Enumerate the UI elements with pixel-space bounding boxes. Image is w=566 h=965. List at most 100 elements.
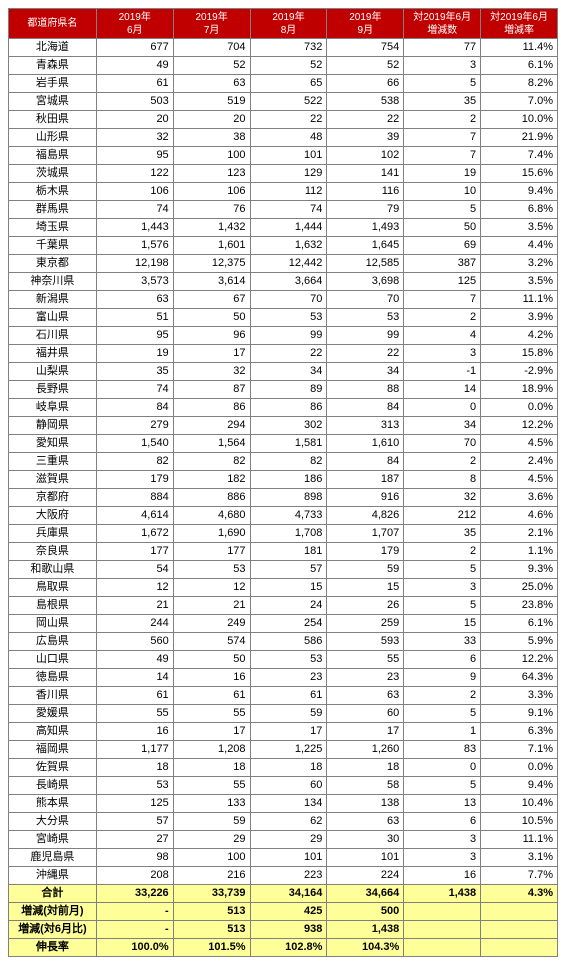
cell: 3.9% bbox=[481, 309, 558, 327]
cell: 3,664 bbox=[250, 273, 327, 291]
cell: 1 bbox=[404, 723, 481, 741]
cell: 4.6% bbox=[481, 507, 558, 525]
cell: 2 bbox=[404, 453, 481, 471]
cell: 59 bbox=[173, 813, 250, 831]
cell: 33,226 bbox=[96, 885, 173, 903]
table-row: 滋賀県17918218618784.5% bbox=[9, 471, 558, 489]
cell: 4,614 bbox=[96, 507, 173, 525]
cell: 10.0% bbox=[481, 111, 558, 129]
cell: 177 bbox=[96, 543, 173, 561]
cell: 17 bbox=[173, 345, 250, 363]
cell: 387 bbox=[404, 255, 481, 273]
row-name: 鳥取県 bbox=[9, 579, 97, 597]
cell: 313 bbox=[327, 417, 404, 435]
cell: 14 bbox=[96, 669, 173, 687]
cell: 513 bbox=[173, 921, 250, 939]
cell: 3 bbox=[404, 579, 481, 597]
table-row: 福岡県1,1771,2081,2251,260837.1% bbox=[9, 741, 558, 759]
cell: 522 bbox=[250, 93, 327, 111]
cell: 20 bbox=[96, 111, 173, 129]
cell: 101 bbox=[250, 849, 327, 867]
table-row: 新潟県63677070711.1% bbox=[9, 291, 558, 309]
table-row: 大阪府4,6144,6804,7334,8262124.6% bbox=[9, 507, 558, 525]
row-name: 三重県 bbox=[9, 453, 97, 471]
cell: -1 bbox=[404, 363, 481, 381]
row-name: 新潟県 bbox=[9, 291, 97, 309]
table-row: 京都府884886898916323.6% bbox=[9, 489, 558, 507]
cell: 22 bbox=[250, 345, 327, 363]
table-row: 沖縄県208216223224167.7% bbox=[9, 867, 558, 885]
cell: 177 bbox=[173, 543, 250, 561]
cell: 0.0% bbox=[481, 759, 558, 777]
cell: 101.5% bbox=[173, 939, 250, 957]
row-name: 兵庫県 bbox=[9, 525, 97, 543]
cell: 134 bbox=[250, 795, 327, 813]
table-row: 徳島県14162323964.3% bbox=[9, 669, 558, 687]
cell: 55 bbox=[173, 705, 250, 723]
cell: 3.5% bbox=[481, 273, 558, 291]
cell: 7.1% bbox=[481, 741, 558, 759]
row-name: 神奈川県 bbox=[9, 273, 97, 291]
cell: 181 bbox=[250, 543, 327, 561]
cell: 34,164 bbox=[250, 885, 327, 903]
cell: 7 bbox=[404, 129, 481, 147]
cell: 70 bbox=[327, 291, 404, 309]
cell: 52 bbox=[173, 57, 250, 75]
cell: 83 bbox=[404, 741, 481, 759]
cell: 12,198 bbox=[96, 255, 173, 273]
cell: 70 bbox=[404, 435, 481, 453]
cell: 59 bbox=[250, 705, 327, 723]
row-name: 千葉県 bbox=[9, 237, 97, 255]
cell: 89 bbox=[250, 381, 327, 399]
row-name: 福岡県 bbox=[9, 741, 97, 759]
cell: 3,698 bbox=[327, 273, 404, 291]
cell: 886 bbox=[173, 489, 250, 507]
cell: 67 bbox=[173, 291, 250, 309]
cell: 19 bbox=[96, 345, 173, 363]
cell: 1,564 bbox=[173, 435, 250, 453]
table-row: 岡山県244249254259156.1% bbox=[9, 615, 558, 633]
cell: 29 bbox=[250, 831, 327, 849]
cell: 53 bbox=[250, 309, 327, 327]
table-row: 島根県21212426523.8% bbox=[9, 597, 558, 615]
cell: 33 bbox=[404, 633, 481, 651]
cell: 20 bbox=[173, 111, 250, 129]
cell: 30 bbox=[327, 831, 404, 849]
cell: 60 bbox=[250, 777, 327, 795]
cell: 15.8% bbox=[481, 345, 558, 363]
cell: 35 bbox=[96, 363, 173, 381]
table-row: 佐賀県1818181800.0% bbox=[9, 759, 558, 777]
cell: 101 bbox=[250, 147, 327, 165]
cell: 35 bbox=[404, 93, 481, 111]
table-row: 栃木県106106112116109.4% bbox=[9, 183, 558, 201]
cell: 6.1% bbox=[481, 57, 558, 75]
cell: 116 bbox=[327, 183, 404, 201]
row-name: 徳島県 bbox=[9, 669, 97, 687]
cell: 61 bbox=[96, 75, 173, 93]
cell: 4.3% bbox=[481, 885, 558, 903]
cell: 12 bbox=[96, 579, 173, 597]
cell: 1,208 bbox=[173, 741, 250, 759]
summary-row: 合計33,22633,73934,16434,6641,4384.3% bbox=[9, 885, 558, 903]
cell: 1,260 bbox=[327, 741, 404, 759]
cell: 7 bbox=[404, 291, 481, 309]
table-row: 高知県1617171716.3% bbox=[9, 723, 558, 741]
cell: 50 bbox=[404, 219, 481, 237]
row-name: 岩手県 bbox=[9, 75, 97, 93]
cell: 1,645 bbox=[327, 237, 404, 255]
cell: 106 bbox=[173, 183, 250, 201]
cell: 84 bbox=[327, 453, 404, 471]
table-row: 静岡県2792943023133412.2% bbox=[9, 417, 558, 435]
cell: 586 bbox=[250, 633, 327, 651]
row-name: 大阪府 bbox=[9, 507, 97, 525]
cell: 99 bbox=[250, 327, 327, 345]
row-name: 島根県 bbox=[9, 597, 97, 615]
cell: 86 bbox=[173, 399, 250, 417]
cell: 82 bbox=[250, 453, 327, 471]
table-row: 青森県4952525236.1% bbox=[9, 57, 558, 75]
cell: 55 bbox=[96, 705, 173, 723]
table-row: 鹿児島県9810010110133.1% bbox=[9, 849, 558, 867]
table-row: 山口県49505355612.2% bbox=[9, 651, 558, 669]
summary-row: 増減(対6月比)-5139381,438 bbox=[9, 921, 558, 939]
table-row: 長崎県5355605859.4% bbox=[9, 777, 558, 795]
